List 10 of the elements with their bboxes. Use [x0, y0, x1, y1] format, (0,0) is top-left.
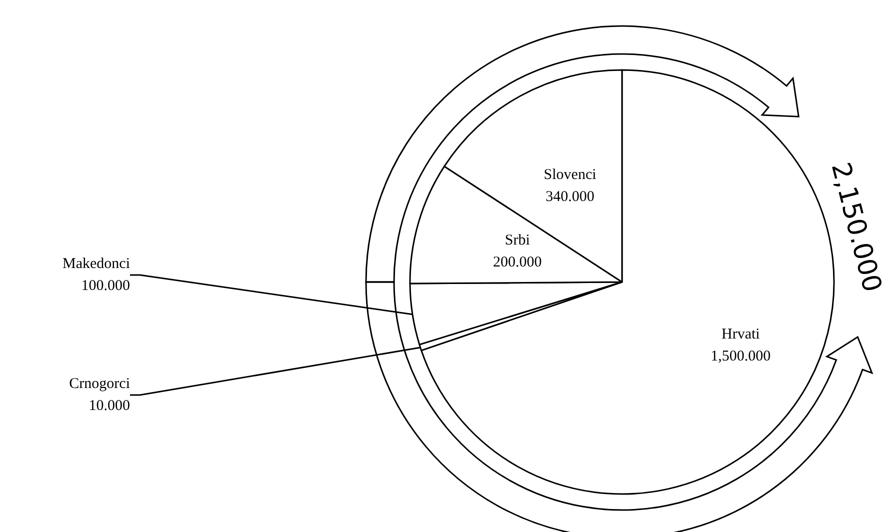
- data-label: 1,500.000: [710, 348, 771, 364]
- slice-label: Makedonci: [62, 256, 130, 272]
- data-label: 200.000: [493, 254, 542, 270]
- slice-label: Slovenci: [544, 167, 596, 184]
- data-label: 100.000: [81, 278, 130, 294]
- slice-label: Srbi: [504, 232, 530, 248]
- data-label: 10.000: [88, 398, 130, 414]
- data-label: 340.000: [546, 189, 594, 206]
- slice-label: Crnogorci: [69, 376, 130, 392]
- slice-label: Hrvati: [721, 326, 760, 342]
